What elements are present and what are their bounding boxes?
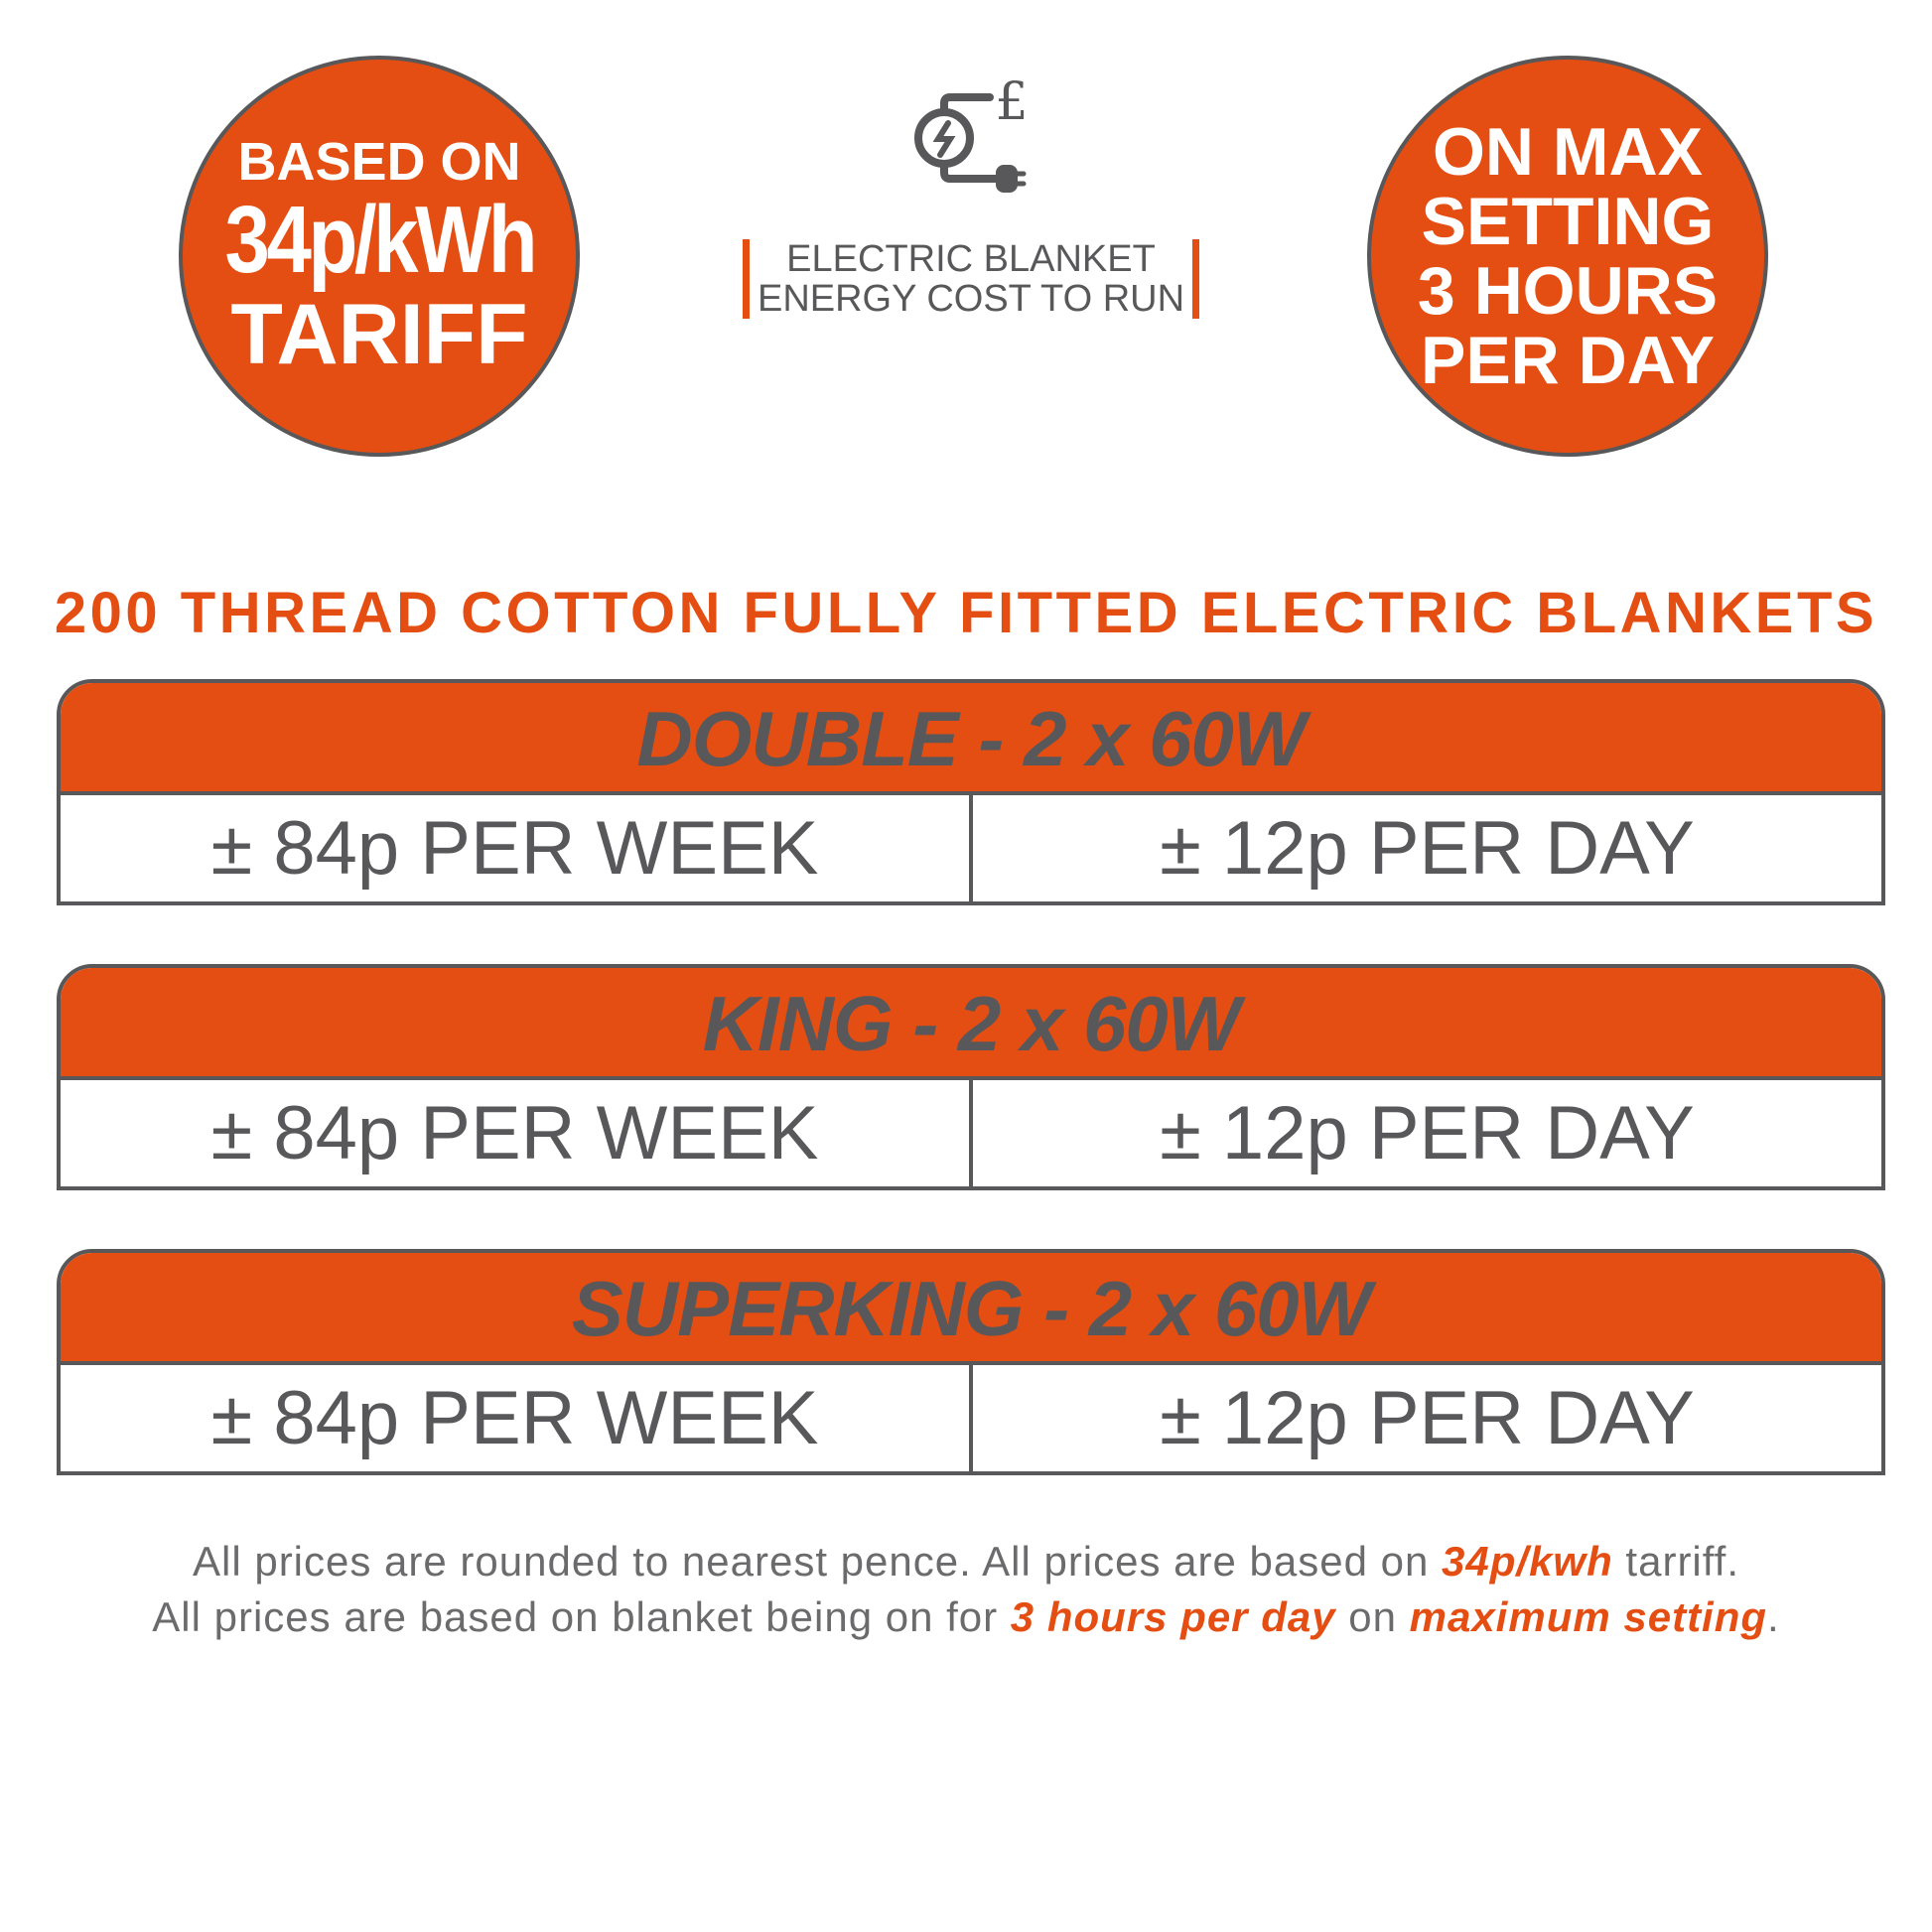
badge-line: TARIFF: [230, 287, 528, 382]
footnote: All prices are rounded to nearest pence.…: [0, 1534, 1932, 1645]
size-card-superking: SUPERKING - 2 x 60W ± 84p PER WEEK ± 12p …: [57, 1249, 1885, 1475]
electricity-cost-icon: £: [914, 75, 1029, 193]
size-title: KING - 2 x 60W: [61, 968, 1881, 1080]
footnote-highlight: 34p/kwh: [1442, 1538, 1613, 1585]
badge-line: SETTING: [1421, 184, 1715, 259]
badge-line: PER DAY: [1420, 323, 1716, 398]
subtitle-line: ELECTRIC BLANKET: [786, 238, 1156, 280]
size-title: DOUBLE - 2 x 60W: [61, 683, 1881, 795]
weekly-cost: ± 84p PER WEEK: [61, 1080, 973, 1186]
subtitle: ELECTRIC BLANKET ENERGY COST TO RUN: [743, 239, 1199, 319]
footnote-line: All prices are based on blanket being on…: [0, 1589, 1932, 1645]
badge-line: ON MAX: [1433, 114, 1703, 190]
badge-line: 3 HOURS: [1417, 253, 1719, 329]
footnote-text: .: [1767, 1593, 1780, 1640]
tariff-badge: BASED ON 34p/kWh TARIFF: [179, 56, 580, 457]
footnote-text: tarriff.: [1612, 1538, 1740, 1585]
footnote-highlight: maximum setting: [1409, 1593, 1768, 1640]
footnote-text: on: [1335, 1593, 1410, 1640]
size-card-double: DOUBLE - 2 x 60W ± 84p PER WEEK ± 12p PER…: [57, 679, 1885, 905]
subtitle-line: ENERGY COST TO RUN: [757, 278, 1185, 320]
badge-line: 34p/kWh: [224, 187, 537, 293]
svg-text:£: £: [995, 75, 1028, 132]
footnote-text: All prices are rounded to nearest pence.…: [192, 1538, 1443, 1585]
footnote-text: All prices are based on blanket being on…: [152, 1593, 1011, 1640]
size-title: SUPERKING - 2 x 60W: [61, 1253, 1881, 1365]
usage-badge: ON MAX SETTING 3 HOURS PER DAY: [1367, 56, 1768, 457]
size-card-king: KING - 2 x 60W ± 84p PER WEEK ± 12p PER D…: [57, 964, 1885, 1190]
weekly-cost: ± 84p PER WEEK: [61, 1365, 973, 1471]
daily-cost: ± 12p PER DAY: [1160, 806, 1695, 891]
footnote-highlight: 3 hours per day: [1010, 1593, 1336, 1640]
daily-cost: ± 12p PER DAY: [1160, 1091, 1695, 1175]
badge-line: BASED ON: [237, 132, 521, 192]
footnote-line: All prices are rounded to nearest pence.…: [0, 1534, 1932, 1589]
daily-cost: ± 12p PER DAY: [1160, 1376, 1695, 1460]
page-heading: 200 THREAD COTTON FULLY FITTED ELECTRIC …: [54, 581, 1878, 645]
weekly-cost: ± 84p PER WEEK: [61, 795, 973, 901]
